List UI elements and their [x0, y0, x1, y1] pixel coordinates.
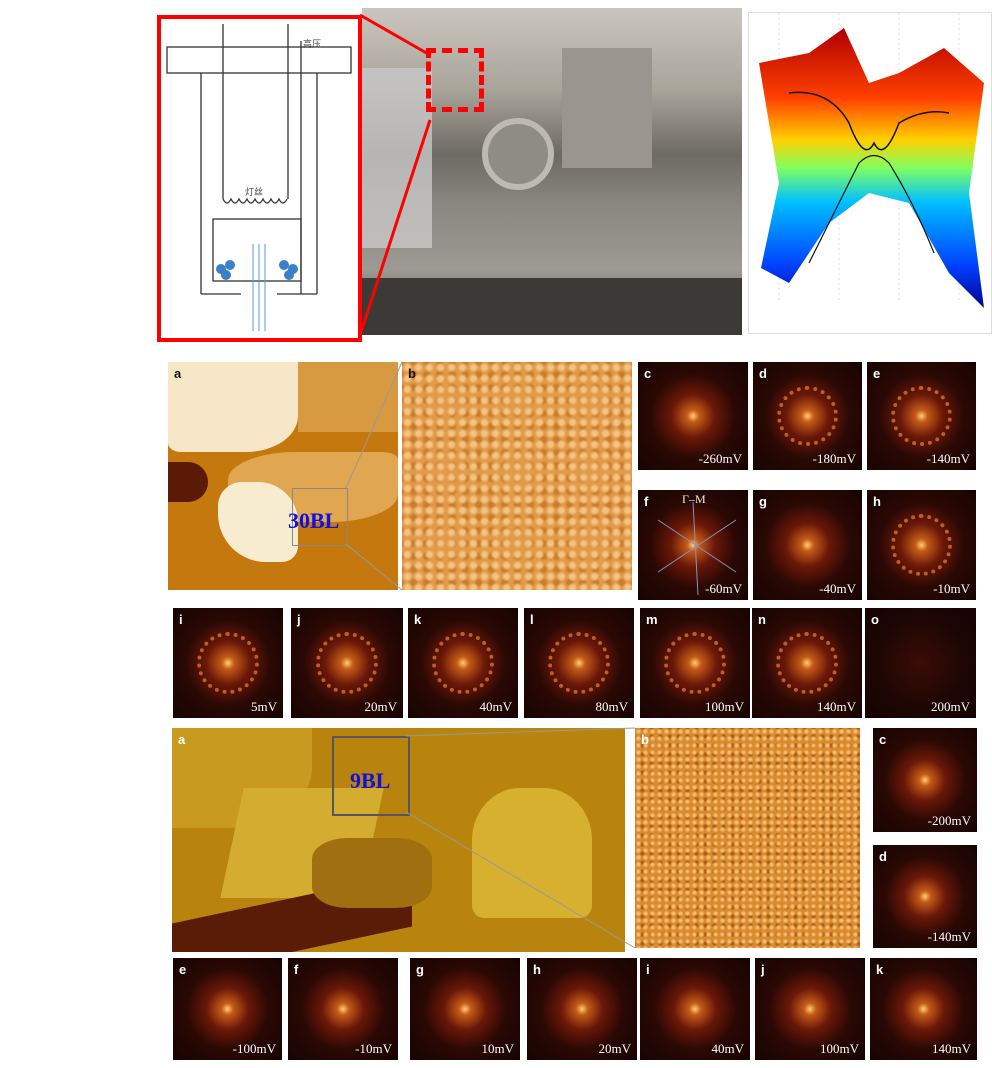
topography-30bl-overview: a 30BL	[168, 362, 398, 590]
filament-diagram: 高压 灯丝	[166, 24, 352, 331]
panel-label: j	[761, 962, 765, 977]
fft-9bl-panel-f: f -10mV	[288, 958, 398, 1060]
band-surface-3d-plot	[748, 12, 992, 334]
panel-label: d	[759, 366, 767, 381]
bias-voltage: -10mV	[355, 1041, 392, 1056]
panel-label: b	[408, 366, 416, 381]
bias-voltage: 200mV	[931, 699, 970, 714]
topography-9bl-zoom: b	[635, 728, 860, 948]
panel-label: c	[644, 366, 652, 381]
fft-30bl-panel-c: c -260mV	[638, 362, 748, 470]
panel-label: h	[533, 962, 541, 977]
fft-9bl-panel-k: k 140mV	[870, 958, 977, 1060]
high-voltage-label: 高压	[303, 38, 321, 49]
bias-voltage: 5mV	[251, 699, 277, 714]
thickness-tag: 9BL	[350, 768, 391, 793]
panel-label: h	[873, 494, 881, 509]
bias-voltage: 20mV	[364, 699, 398, 714]
fft-30bl-panel-m: m 100mV	[640, 608, 750, 718]
fft-9bl-panel-h: h 20mV	[527, 958, 637, 1060]
panel-label: m	[646, 612, 658, 627]
fft-9bl-panel-c: c -200mV	[873, 728, 977, 832]
panel-label: f	[644, 494, 649, 509]
topography-30bl-zoom: b	[402, 362, 632, 590]
panel-label: f	[294, 962, 299, 977]
bias-voltage: 10mV	[481, 1041, 515, 1056]
uhv-chamber-photo	[362, 8, 742, 335]
bias-voltage: 20mV	[598, 1041, 632, 1056]
electron-gun-schematic: 高压 灯丝	[157, 15, 362, 342]
bias-voltage: -260mV	[698, 451, 742, 466]
fft-9bl-panel-g: g 10mV	[410, 958, 520, 1060]
thickness-tag: 30BL	[288, 508, 340, 533]
bias-voltage: -100mV	[232, 1041, 276, 1056]
bias-voltage: 140mV	[932, 1041, 971, 1056]
fft-30bl-panel-i: i 5mV	[173, 608, 283, 718]
bias-voltage: -180mV	[812, 451, 856, 466]
fft-9bl-panel-j: j 100mV	[755, 958, 865, 1060]
fft-30bl-panel-h: h -10mV	[867, 490, 976, 600]
panel-label: o	[871, 612, 879, 627]
bias-voltage: 40mV	[479, 699, 513, 714]
bias-voltage: -200mV	[927, 813, 971, 828]
filament-label: 灯丝	[245, 186, 263, 197]
bias-voltage: -140mV	[927, 929, 971, 944]
panel-label: j	[297, 612, 301, 627]
panel-label: i	[646, 962, 650, 977]
panel-label: g	[759, 494, 767, 509]
panel-label: b	[641, 732, 649, 747]
fft-30bl-panel-d: d -180mV	[753, 362, 862, 470]
topography-9bl-overview: a 9BL	[172, 728, 625, 952]
fft-30bl-panel-f: f -60mV Γ–M	[638, 490, 748, 600]
panel-label: n	[758, 612, 766, 627]
bias-voltage: 140mV	[817, 699, 856, 714]
fft-9bl-panel-i: i 40mV	[640, 958, 750, 1060]
panel-label: d	[879, 849, 887, 864]
fft-9bl-panel-d: d -140mV	[873, 845, 977, 948]
high-symmetry-lines	[657, 501, 737, 596]
fft-30bl-panel-j: j 20mV	[291, 608, 403, 718]
scan-region-box	[332, 736, 410, 816]
fft-30bl-panel-l: l 80mV	[524, 608, 634, 718]
panel-label: k	[414, 612, 422, 627]
panel-label: c	[879, 732, 887, 747]
panel-label: l	[530, 612, 534, 627]
panel-label: a	[174, 366, 182, 381]
bias-voltage: 40mV	[711, 1041, 745, 1056]
fft-9bl-panel-e: e -100mV	[173, 958, 282, 1060]
fft-30bl-panel-g: g -40mV	[753, 490, 862, 600]
fft-30bl-panel-n: n 140mV	[752, 608, 862, 718]
bias-voltage: -60mV	[705, 581, 742, 596]
fft-30bl-panel-e: e -140mV	[867, 362, 976, 470]
panel-label: e	[873, 366, 881, 381]
callout-lines	[358, 13, 432, 336]
direction-label: Γ–M	[682, 492, 706, 506]
panel-label: i	[179, 612, 183, 627]
scan-region-box	[292, 488, 348, 546]
panel-label: e	[179, 962, 187, 977]
bias-voltage: 100mV	[820, 1041, 859, 1056]
panel-label: a	[178, 732, 186, 747]
fft-30bl-panel-o: o 200mV	[865, 608, 976, 718]
panel-label: g	[416, 962, 424, 977]
bias-voltage: 80mV	[595, 699, 629, 714]
bias-voltage: 100mV	[705, 699, 744, 714]
highlight-box	[426, 48, 484, 112]
fft-30bl-panel-k: k 40mV	[408, 608, 518, 718]
bias-voltage: -140mV	[926, 451, 970, 466]
panel-label: k	[876, 962, 884, 977]
bias-voltage: -10mV	[933, 581, 970, 596]
bias-voltage: -40mV	[819, 581, 856, 596]
